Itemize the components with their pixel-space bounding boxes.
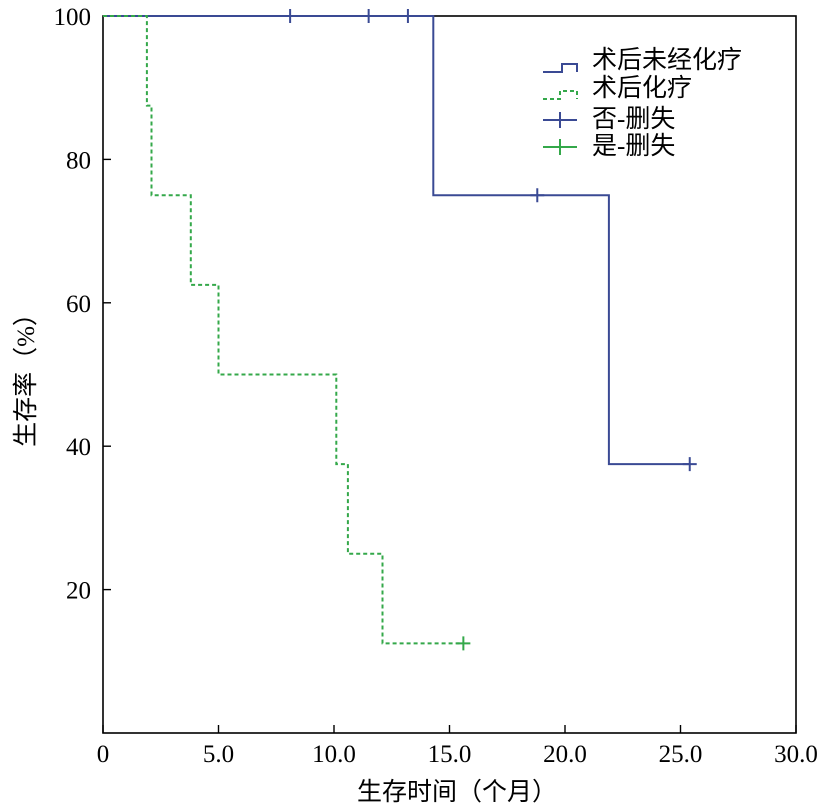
legend-symbol-chemo	[543, 90, 578, 100]
y-tick-label: 80	[66, 147, 91, 174]
x-tick-label: 20.0	[543, 741, 587, 768]
y-tick-label: 100	[54, 4, 92, 31]
x-tick-label: 0	[97, 741, 110, 768]
y-tick-label: 20	[66, 578, 91, 605]
legend-label-censored-no: 否-删失	[592, 105, 675, 133]
y-axis-label: 生存率（%）	[12, 301, 40, 447]
legend-label-chemo: 术后化疗	[592, 74, 692, 102]
x-tick-label: 5.0	[203, 741, 234, 768]
censor-mark	[361, 9, 376, 23]
axis-ticks: 0 5.0 10.0 15.0 20.0 25.0 30.0 20 40 60 80 100	[54, 4, 818, 768]
legend-label-no-chemo: 术后未经化疗	[592, 46, 742, 74]
x-tick-label: 30.0	[774, 741, 818, 768]
plot-frame	[102, 15, 797, 734]
censor-mark	[682, 457, 697, 472]
y-tick-label: 60	[66, 291, 91, 318]
x-tick-label: 10.0	[312, 741, 356, 768]
censor-mark	[530, 188, 545, 203]
legend-label-censored-yes: 是-删失	[592, 132, 675, 160]
series-line-no-chemo	[103, 15, 690, 466]
x-tick-label: 15.0	[428, 741, 472, 768]
series-line-chemo	[103, 15, 464, 645]
censor-mark	[456, 636, 471, 651]
series-layer	[103, 9, 697, 651]
y-tick-label: 40	[66, 434, 91, 461]
x-tick-label: 25.0	[659, 741, 703, 768]
x-axis-label: 生存时间（个月）	[357, 778, 557, 806]
censor-mark	[283, 9, 298, 23]
legend: 术后未经化疗 术后化疗 否-删失 是-删失	[543, 46, 742, 160]
legend-symbol-no-chemo	[543, 63, 578, 73]
censor-mark	[400, 9, 415, 23]
